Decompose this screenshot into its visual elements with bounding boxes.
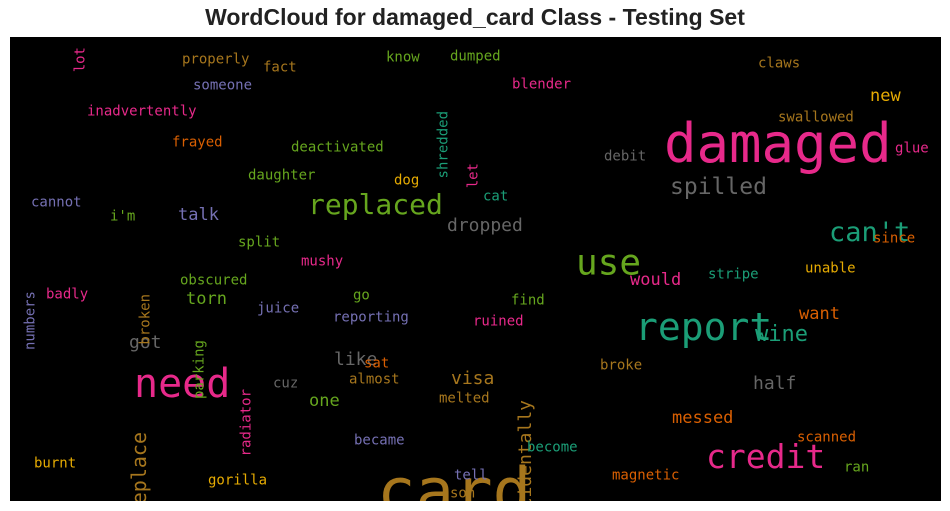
word-spilled: spilled [670, 174, 767, 200]
word-replaced: replaced [308, 188, 443, 221]
word-become: become [527, 440, 578, 456]
word-find: find [511, 293, 545, 309]
word-mushy: mushy [301, 254, 343, 270]
word-visa: visa [451, 368, 494, 389]
word-cuz: cuz [273, 376, 298, 392]
word-gorilla: gorilla [208, 473, 267, 489]
word-became: became [354, 433, 405, 449]
word-since: since [873, 231, 915, 247]
word-talk: talk [178, 205, 219, 225]
word-half: half [753, 373, 796, 394]
word-wine: wine [755, 322, 808, 347]
word-new: new [870, 86, 901, 106]
word-lot: lot [73, 47, 89, 72]
word-cat: cat [483, 189, 508, 205]
word-magnetic: magnetic [612, 468, 679, 484]
word-shredded: shredded [436, 111, 452, 178]
word-ruined: ruined [473, 314, 524, 330]
word-deactivated: deactivated [291, 140, 384, 156]
word-one: one [309, 391, 340, 411]
word-someone: someone [193, 78, 252, 94]
word-im: i'm [110, 209, 135, 225]
word-report: report [635, 305, 772, 349]
word-glue: glue [895, 141, 929, 157]
word-need: need [134, 361, 230, 407]
word-badly: badly [46, 287, 88, 303]
word-stripe: stripe [708, 267, 759, 283]
word-burnt: burnt [34, 456, 76, 472]
word-obscured: obscured [180, 273, 247, 289]
word-torn: torn [186, 289, 227, 309]
word-unable: unable [805, 261, 856, 277]
word-ran: ran [844, 460, 869, 476]
word-properly: properly [182, 52, 249, 68]
word-dog: dog [394, 173, 419, 189]
word-juice: juice [257, 301, 299, 317]
word-broken: broken [138, 294, 154, 345]
word-go: go [353, 288, 370, 304]
word-almost: almost [349, 372, 400, 388]
wordcloud-panel: card damaged report need use credit replaced ca… [10, 37, 941, 501]
word-scanned: scanned [797, 430, 856, 446]
word-claws: claws [758, 56, 800, 72]
word-reporting: reporting [333, 310, 409, 326]
word-broke: broke [600, 358, 642, 374]
word-radiator: radiator [239, 389, 255, 456]
word-sat: sat [364, 356, 389, 372]
word-frayed: frayed [172, 135, 223, 151]
word-dropped: dropped [447, 215, 523, 236]
word-parking: parking [192, 340, 208, 399]
word-son: son [450, 486, 475, 501]
word-fact: fact [263, 60, 297, 76]
word-daughter: daughter [248, 168, 315, 184]
word-swallowed: swallowed [778, 110, 854, 126]
word-know: know [386, 50, 420, 66]
word-dumped: dumped [450, 49, 501, 65]
word-messed: messed [672, 408, 733, 428]
word-tell: tell [454, 468, 488, 484]
word-let: let [466, 163, 482, 188]
word-split: split [238, 235, 280, 251]
word-replace: replace [127, 432, 151, 501]
word-cannot: cannot [31, 195, 82, 211]
word-would: would [630, 270, 681, 290]
word-melted: melted [439, 391, 490, 407]
word-inadvertently: inadvertently [87, 104, 197, 120]
word-debit: debit [604, 149, 646, 165]
word-numbers: numbers [23, 291, 39, 350]
wordcloud-svg: carddamagedreportneedusecreditreplacedca… [10, 37, 941, 501]
chart-title: WordCloud for damaged_card Class - Testi… [0, 4, 950, 31]
word-blender: blender [512, 77, 571, 93]
word-want: want [799, 304, 840, 324]
